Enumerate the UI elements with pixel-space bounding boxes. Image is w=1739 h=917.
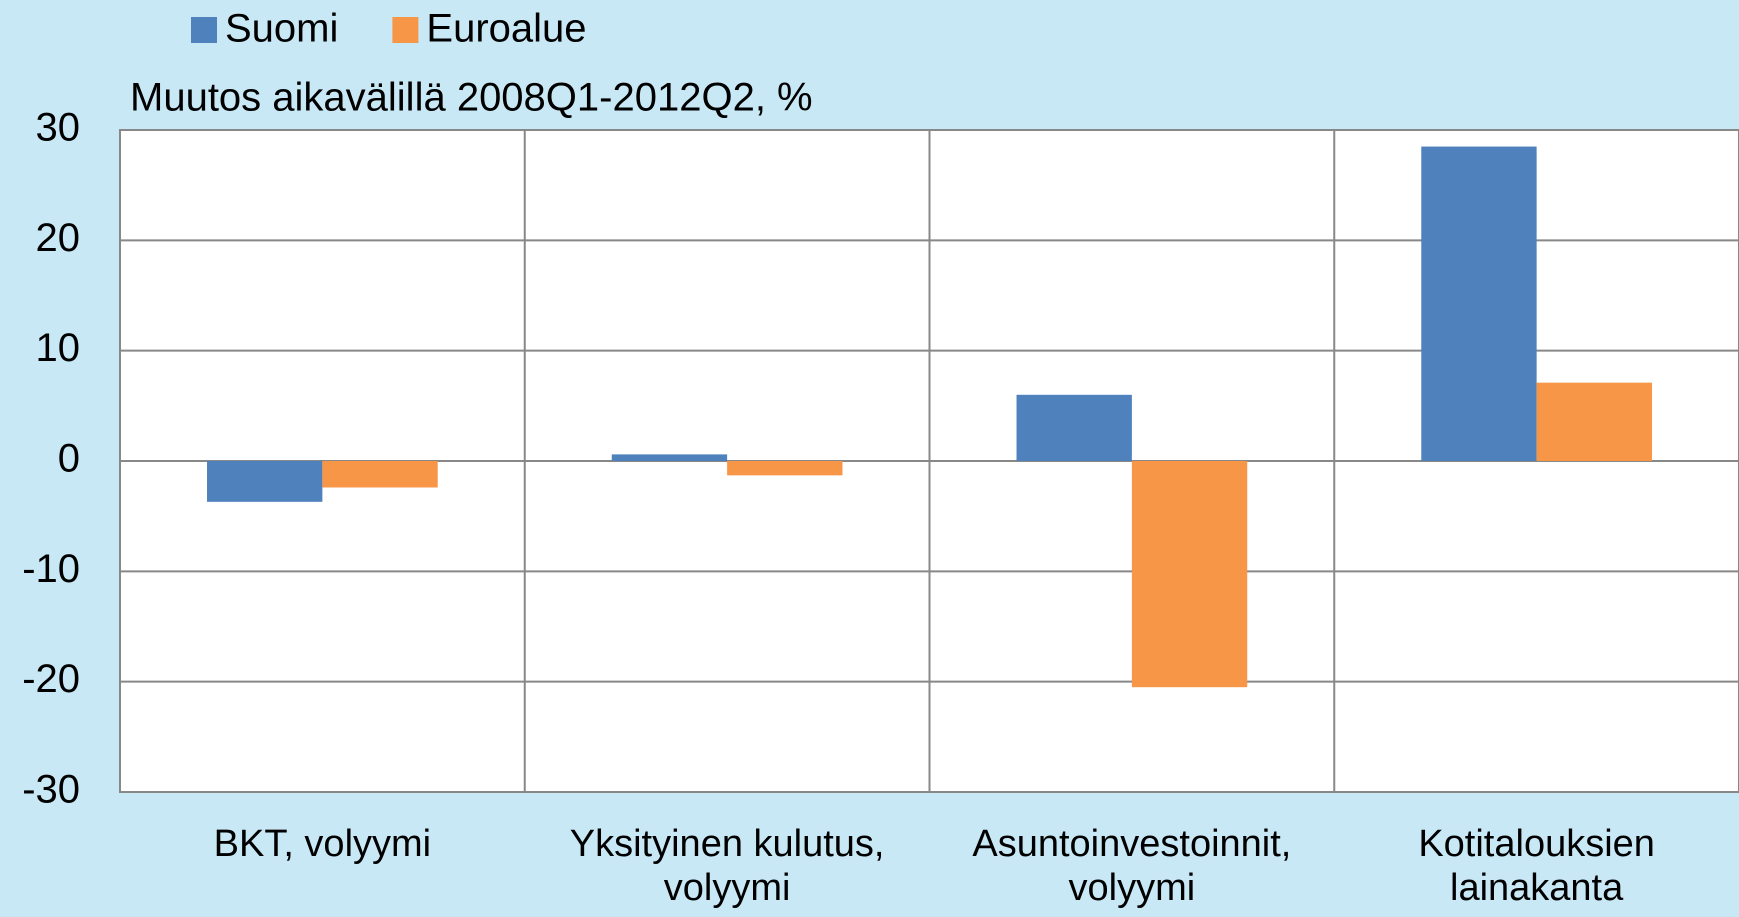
bar [1016, 394, 1132, 461]
y-tick-label: -10 [22, 547, 80, 591]
y-tick-label: 10 [36, 326, 81, 370]
y-tick-label: 30 [36, 106, 81, 150]
x-tick-label: Asuntoinvestoinnit, volyymi [972, 823, 1292, 909]
y-tick-label: 20 [36, 216, 81, 260]
x-tick-label: Yksityinen kulutus, volyymi [569, 823, 885, 909]
bar [727, 461, 843, 476]
y-tick-label: 0 [58, 437, 80, 481]
y-tick-label: -20 [22, 657, 80, 701]
bar [1536, 382, 1652, 461]
x-tick-label: Kotitalouksien lainakanta [1418, 823, 1655, 909]
legend-label: Euroalue [426, 7, 586, 51]
chart-subtitle: Muutos aikavälillä 2008Q1-2012Q2, % [130, 76, 813, 120]
y-tick-label: -30 [22, 768, 80, 812]
legend-label: Suomi [225, 7, 338, 51]
legend-swatch [392, 17, 419, 43]
bar [322, 461, 438, 488]
legend-swatch [191, 17, 217, 43]
bar [1421, 146, 1537, 462]
bar [207, 461, 323, 502]
bar [611, 454, 728, 461]
x-tick-label: BKT, volyymi [213, 823, 432, 865]
bar [1131, 461, 1248, 688]
